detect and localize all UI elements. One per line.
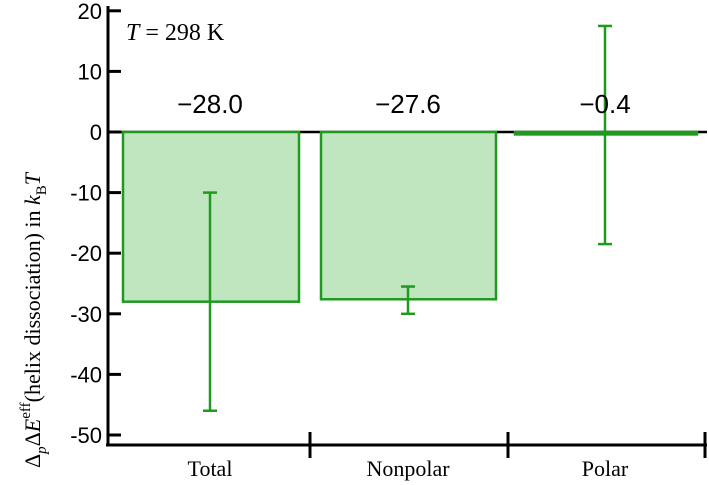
y-axis-label: ΔpΔEeff(helix dissociation) in kBT [18, 171, 50, 468]
y-tick-label: -30 [70, 302, 102, 327]
x-category-label: Polar [582, 456, 629, 481]
y-tick-label: -20 [70, 241, 102, 266]
error-bars [203, 24, 612, 413]
y-tick-label: 0 [90, 120, 102, 145]
bar-nonpolar [319, 130, 498, 301]
data-label: −28.0 [177, 89, 243, 119]
x-category-label: Total [188, 456, 233, 481]
data-label: −0.4 [579, 89, 630, 119]
x-category-label: Nonpolar [366, 456, 450, 481]
y-tick-label: 10 [78, 59, 102, 84]
labels: 20 10 0 -10 -20 -30 -40 -50 Total Nonpolar Polar −2… [70, 0, 630, 481]
temperature-annotation: T = 298 K [126, 20, 225, 46]
data-label: −27.6 [375, 89, 441, 119]
y-tick-label: 20 [78, 0, 102, 24]
y-tick-label: -50 [70, 423, 102, 448]
y-tick-label: -10 [70, 181, 102, 206]
y-tick-label: -40 [70, 362, 102, 387]
